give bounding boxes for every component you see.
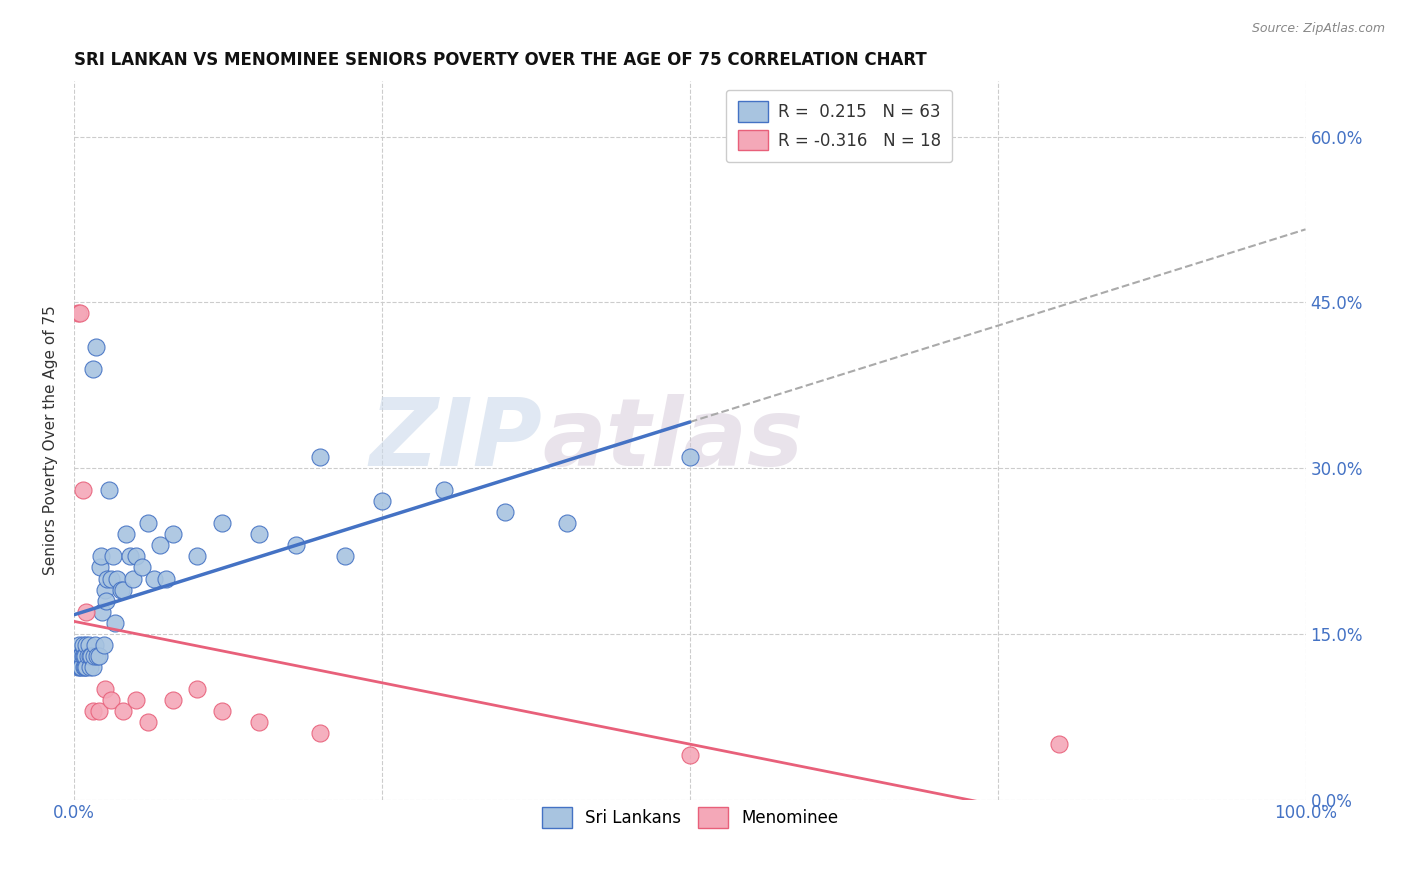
Point [186, 549, 208, 564]
Text: Source: ZipAtlas.com: Source: ZipAtlas.com [1251, 22, 1385, 36]
Point [143, 572, 166, 586]
Point [100, 572, 122, 586]
Point [87, 704, 110, 718]
Point [90, 549, 112, 564]
Point [75, 648, 97, 663]
Point [309, 726, 332, 740]
Point [72, 483, 94, 498]
Point [66, 660, 89, 674]
Point [162, 527, 184, 541]
Point [149, 538, 172, 552]
Point [66, 306, 89, 320]
Point [94, 681, 117, 696]
Point [72, 648, 94, 663]
Point [94, 593, 117, 607]
Point [100, 693, 122, 707]
Point [110, 582, 132, 597]
Point [79, 660, 101, 674]
Point [82, 361, 104, 376]
Point [75, 638, 97, 652]
Point [124, 693, 146, 707]
Text: atlas: atlas [543, 394, 803, 486]
Point [118, 549, 141, 564]
Legend: Sri Lankans, Menominee: Sri Lankans, Menominee [534, 801, 845, 834]
Point [371, 494, 394, 508]
Point [86, 648, 108, 663]
Point [94, 582, 117, 597]
Point [97, 483, 120, 498]
Point [131, 560, 153, 574]
Point [77, 638, 100, 652]
Point [72, 638, 94, 652]
Point [91, 605, 114, 619]
Point [112, 704, 135, 718]
Text: SRI LANKAN VS MENOMINEE SENIORS POVERTY OVER THE AGE OF 75 CORRELATION CHART: SRI LANKAN VS MENOMINEE SENIORS POVERTY … [75, 51, 927, 69]
Point [105, 572, 128, 586]
Point [67, 638, 90, 652]
Point [162, 693, 184, 707]
Point [309, 450, 332, 464]
Point [247, 527, 270, 541]
Point [89, 560, 111, 574]
Point [1047, 737, 1070, 751]
Point [432, 483, 454, 498]
Y-axis label: Seniors Poverty Over the Age of 75: Seniors Poverty Over the Age of 75 [44, 306, 58, 575]
Point [136, 715, 159, 730]
Point [679, 450, 702, 464]
Point [247, 715, 270, 730]
Point [155, 572, 177, 586]
Point [69, 660, 91, 674]
Point [96, 572, 118, 586]
Point [211, 516, 233, 531]
Point [84, 638, 107, 652]
Point [93, 638, 115, 652]
Point [284, 538, 307, 552]
Point [75, 605, 97, 619]
Point [211, 704, 233, 718]
Point [82, 704, 104, 718]
Point [333, 549, 356, 564]
Point [124, 549, 146, 564]
Point [103, 549, 125, 564]
Point [84, 339, 107, 353]
Point [82, 660, 104, 674]
Point [494, 505, 516, 519]
Point [112, 582, 135, 597]
Point [186, 681, 208, 696]
Point [69, 306, 91, 320]
Point [87, 648, 110, 663]
Point [65, 648, 87, 663]
Text: ZIP: ZIP [370, 394, 543, 486]
Point [76, 648, 98, 663]
Point [67, 648, 90, 663]
Point [70, 648, 93, 663]
Point [679, 748, 702, 763]
Point [80, 648, 103, 663]
Point [122, 572, 145, 586]
Point [104, 615, 127, 630]
Point [555, 516, 578, 531]
Point [75, 660, 97, 674]
Point [79, 648, 101, 663]
Point [83, 648, 105, 663]
Point [69, 648, 91, 663]
Point [136, 516, 159, 531]
Point [70, 660, 93, 674]
Point [75, 660, 97, 674]
Point [73, 660, 96, 674]
Point [73, 648, 96, 663]
Point [114, 527, 136, 541]
